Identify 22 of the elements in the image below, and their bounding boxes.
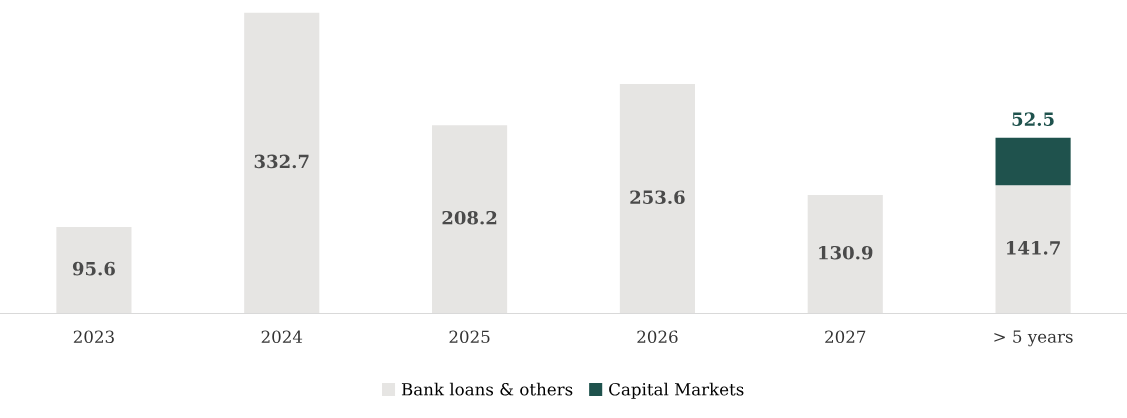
x-tick-label: 2025	[449, 330, 490, 344]
bar	[56, 227, 132, 314]
bar	[244, 12, 320, 314]
x-tick-label: 2026	[637, 330, 678, 344]
bar	[995, 137, 1071, 186]
bar	[619, 84, 695, 314]
data-label: 253.6	[630, 190, 685, 205]
data-label: 208.2	[442, 210, 497, 225]
x-tick-label: 2023	[73, 330, 114, 344]
bar	[432, 125, 508, 314]
data-label: 95.6	[72, 261, 115, 276]
data-label: 141.7	[1007, 240, 1060, 255]
x-tick-label: 2027	[825, 330, 866, 344]
legend-label: Bank loans & others	[401, 382, 573, 396]
data-label: 130.9	[819, 245, 873, 260]
data-label: 52.5	[1012, 112, 1054, 126]
x-tick-label: 2024	[261, 330, 303, 344]
bar	[807, 195, 883, 314]
legend-label: Capital Markets	[609, 382, 744, 399]
bar	[995, 185, 1071, 314]
data-label: 332.7	[254, 154, 309, 169]
x-tick-label: > 5 years	[994, 330, 1073, 347]
